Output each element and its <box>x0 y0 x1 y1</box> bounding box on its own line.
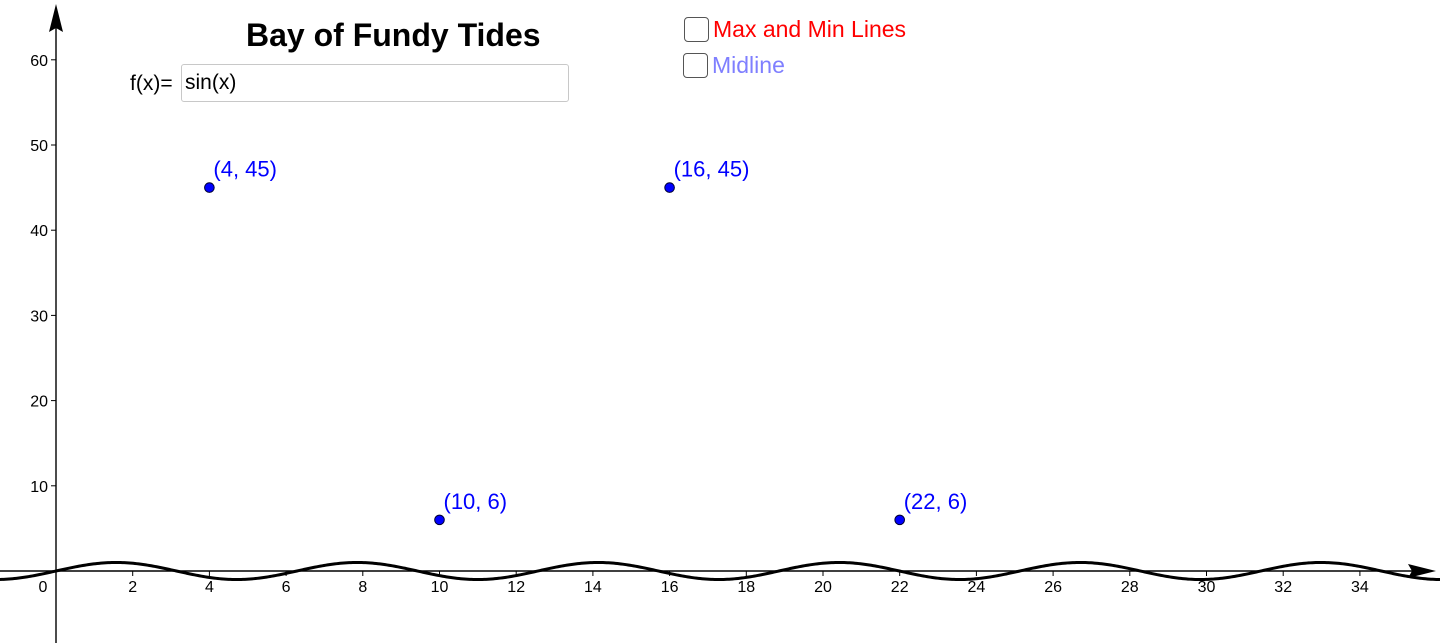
x-tick-label: 18 <box>737 579 755 596</box>
max-min-lines-checkbox[interactable] <box>684 17 709 42</box>
x-tick-label: 2 <box>128 579 137 596</box>
point-4[interactable] <box>894 514 906 526</box>
point-1[interactable] <box>204 182 215 193</box>
x-tick-label: 34 <box>1351 579 1369 596</box>
x-tick-label: 32 <box>1274 579 1292 596</box>
x-axis-arrow <box>1408 564 1436 578</box>
y-tick-label: 60 <box>30 53 48 70</box>
x-tick-label: 30 <box>1198 579 1216 596</box>
x-tick-label: 12 <box>507 579 525 596</box>
point-2[interactable] <box>434 514 445 526</box>
x-tick-label: 22 <box>891 579 909 596</box>
point-label-1: (4, 45) <box>213 157 277 182</box>
max-min-lines-label: Max and Min Lines <box>713 16 907 42</box>
axes: 0 2 4 6 8 10 12 14 16 18 20 22 24 26 28 30 32 34102030405… <box>0 4 1436 643</box>
x-tick-label: 4 <box>205 579 214 596</box>
y-tick-label: 30 <box>30 308 48 325</box>
x-tick-label: 6 <box>282 579 291 596</box>
points-group: (4, 45) (10, 6) (16, 45) (22, 6) <box>204 157 968 526</box>
function-input-field[interactable]: sin(x) <box>181 64 569 102</box>
function-input-label: f(x)= <box>130 72 173 95</box>
point-label-3: (16, 45) <box>674 157 750 182</box>
x-tick-label: 10 <box>431 579 449 596</box>
x-tick-label: 14 <box>584 579 602 596</box>
y-tick-label: 20 <box>30 394 48 411</box>
x-tick-label: 16 <box>661 579 679 596</box>
y-tick-label: 10 <box>30 479 48 496</box>
x-tick-label: 20 <box>814 579 832 596</box>
y-axis-arrow <box>49 4 63 32</box>
point-3[interactable] <box>664 182 675 193</box>
point-label-4: (22, 6) <box>904 489 968 514</box>
point-label-2: (10, 6) <box>444 489 508 514</box>
page-title: Bay of Fundy Tides <box>246 17 541 53</box>
function-curve-group <box>0 560 1440 582</box>
x-tick-label: 0 <box>39 579 48 596</box>
y-tick-label: 40 <box>30 223 48 240</box>
x-tick-label: 26 <box>1044 579 1062 596</box>
function-curve[interactable] <box>0 560 1440 582</box>
x-tick-label: 28 <box>1121 579 1139 596</box>
max-min-lines-toggle[interactable]: Max and Min Lines <box>684 16 906 43</box>
midline-toggle[interactable]: Midline <box>683 52 785 79</box>
x-tick-label: 24 <box>968 579 986 596</box>
y-tick-label: 50 <box>30 138 48 155</box>
midline-checkbox[interactable] <box>683 53 708 78</box>
midline-label: Midline <box>712 52 785 78</box>
x-tick-label: 8 <box>358 579 367 596</box>
